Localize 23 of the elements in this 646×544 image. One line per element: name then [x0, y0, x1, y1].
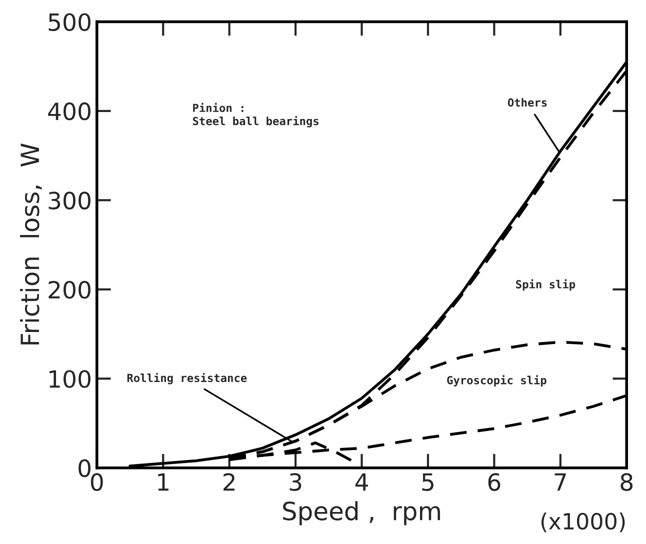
x-tick-label: 2 — [224, 473, 234, 491]
x-tick-label: 6 — [488, 473, 500, 491]
x-axis-title: Speed , rpm — [283, 501, 440, 526]
annotation: Pinion : Steel ball bearings — [192, 102, 318, 128]
text: (x1000) — [541, 512, 625, 532]
x-tick-label: 8 — [620, 473, 633, 491]
x-tick-label: 3 — [290, 473, 302, 491]
x-tick-label: 1 — [158, 473, 168, 491]
annotation: Rolling resistance — [127, 372, 247, 384]
annotation: Gyroscopic slip — [447, 375, 546, 387]
x-tick-label: 4 — [355, 473, 368, 491]
annotation: Spin slip — [516, 279, 576, 291]
y-tick-label: 200 — [48, 280, 90, 299]
x-tick-label: 7 — [554, 473, 566, 491]
y-tick-label: 500 — [48, 13, 90, 32]
y-tick-label: 400 — [48, 102, 90, 120]
annotation: Others — [508, 98, 547, 107]
y-tick-label: 100 — [50, 370, 90, 388]
x-tick-label: 0 — [90, 473, 103, 491]
y-tick-label: 300 — [48, 192, 90, 210]
x-tick-label: 5 — [422, 473, 434, 491]
y-tick-label: 0 — [78, 459, 90, 478]
y-axis-title: Friction loss, W — [20, 144, 42, 344]
